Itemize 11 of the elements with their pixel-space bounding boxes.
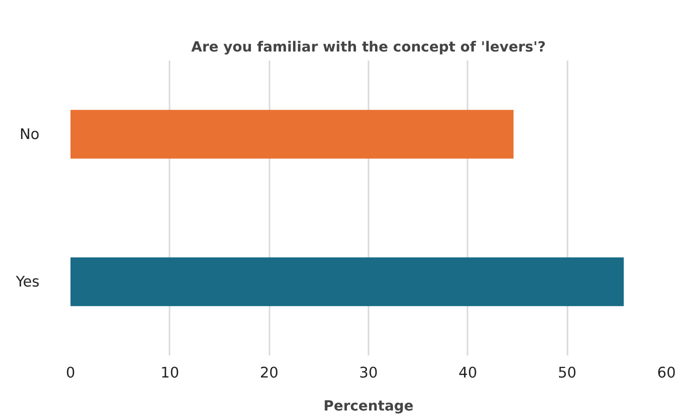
y-tick-label: No — [20, 126, 40, 143]
y-tick-label: Yes — [14, 273, 40, 290]
chart-title: Are you familiar with the concept of 'levers'? — [191, 40, 546, 56]
x-axis-title: Percentage — [323, 398, 414, 414]
x-tick-label: 60 — [657, 364, 676, 382]
x-tick-label: 10 — [160, 364, 180, 382]
x-tick-label: 50 — [558, 364, 576, 382]
x-tick-label: 0 — [66, 364, 76, 382]
x-tick-label: 20 — [260, 364, 278, 382]
x-tick-label: 40 — [458, 364, 478, 382]
x-tick-label: 30 — [359, 364, 378, 382]
